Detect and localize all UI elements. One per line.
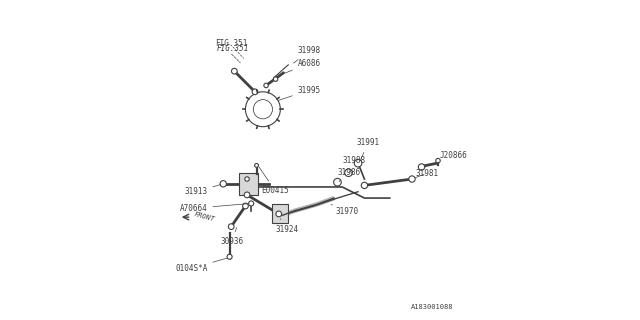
Circle shape xyxy=(436,158,440,163)
Text: 30936: 30936 xyxy=(220,228,243,246)
Circle shape xyxy=(355,159,362,167)
Circle shape xyxy=(245,177,249,181)
Text: E00415: E00415 xyxy=(259,167,289,195)
Circle shape xyxy=(419,164,425,170)
Circle shape xyxy=(244,192,250,198)
Circle shape xyxy=(232,68,237,74)
Text: A183001088: A183001088 xyxy=(411,304,453,310)
Circle shape xyxy=(361,182,367,188)
Circle shape xyxy=(227,254,232,259)
Text: J20866: J20866 xyxy=(437,151,468,163)
Text: 31988: 31988 xyxy=(342,156,365,172)
Text: 31981: 31981 xyxy=(415,169,438,178)
Text: 0104S*A: 0104S*A xyxy=(175,258,227,273)
Text: 31970: 31970 xyxy=(331,204,358,216)
Text: 31986: 31986 xyxy=(337,168,360,181)
Bar xyxy=(273,204,288,223)
Circle shape xyxy=(276,211,282,217)
Text: 31995: 31995 xyxy=(278,86,321,100)
Text: 31998: 31998 xyxy=(294,46,321,63)
Circle shape xyxy=(252,89,258,95)
Circle shape xyxy=(220,180,227,187)
Text: A70664: A70664 xyxy=(180,204,248,213)
Text: FIG.351: FIG.351 xyxy=(215,39,248,48)
Circle shape xyxy=(273,77,278,81)
Circle shape xyxy=(333,178,341,186)
Circle shape xyxy=(255,164,259,167)
Circle shape xyxy=(243,203,248,209)
Text: 31913: 31913 xyxy=(184,185,221,196)
Circle shape xyxy=(409,176,415,182)
Circle shape xyxy=(345,169,353,177)
Circle shape xyxy=(264,83,268,88)
Text: FIG.351: FIG.351 xyxy=(217,44,249,52)
Text: A6086: A6086 xyxy=(285,59,321,73)
Text: 31991: 31991 xyxy=(356,138,380,160)
Circle shape xyxy=(228,224,234,229)
Bar xyxy=(239,173,258,195)
Text: FRONT: FRONT xyxy=(193,212,215,223)
Circle shape xyxy=(248,201,253,206)
Text: 31924: 31924 xyxy=(276,219,299,234)
